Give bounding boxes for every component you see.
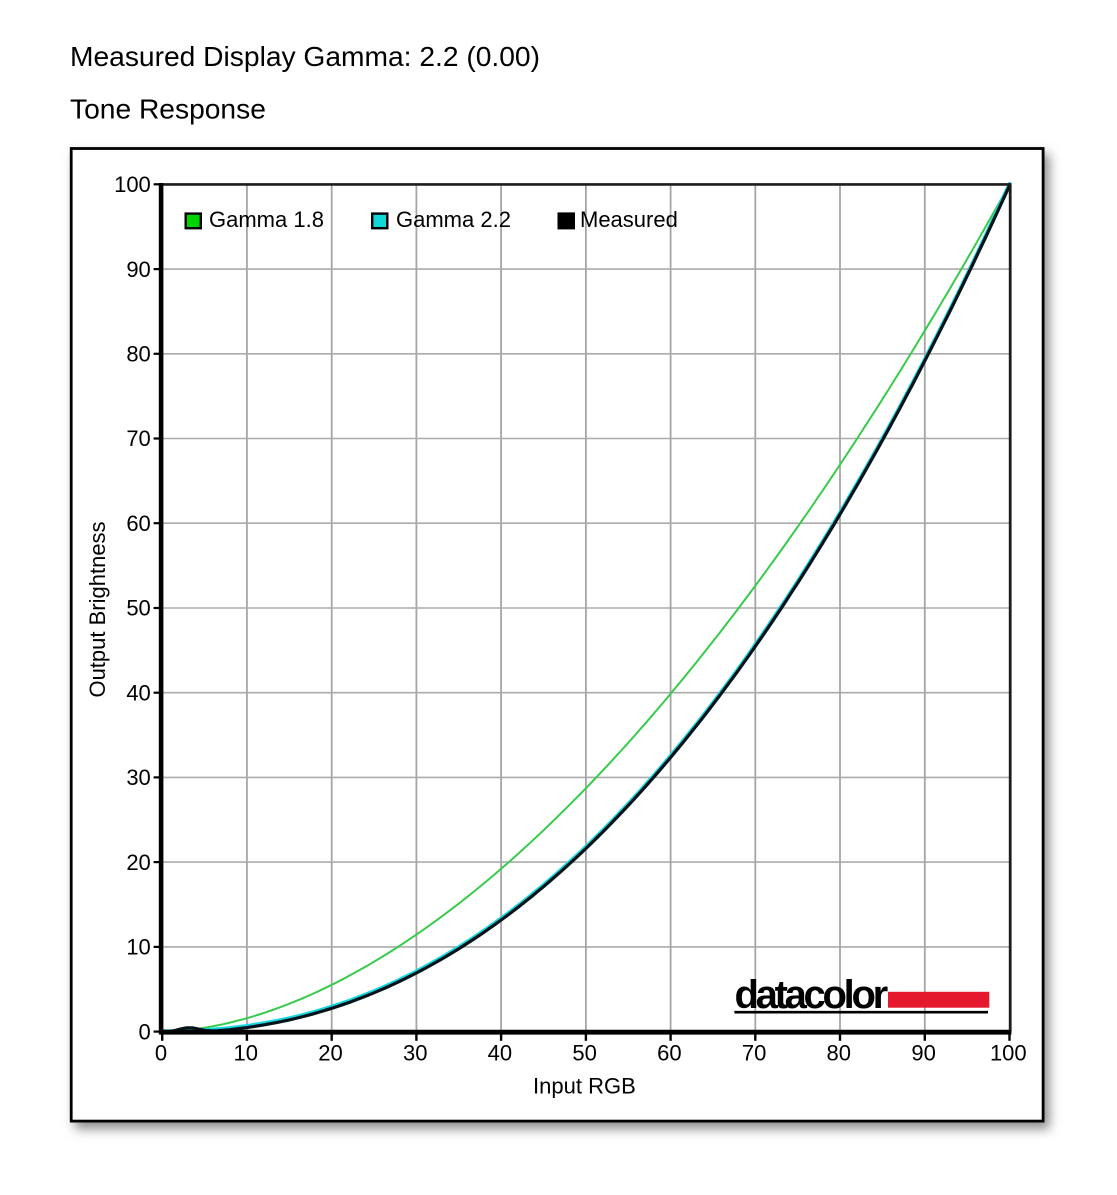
svg-text:60: 60 xyxy=(126,511,150,536)
svg-text:100: 100 xyxy=(114,172,151,197)
svg-text:70: 70 xyxy=(126,426,150,451)
svg-text:Gamma 2.2: Gamma 2.2 xyxy=(396,207,511,232)
svg-text:60: 60 xyxy=(657,1040,681,1065)
svg-text:10: 10 xyxy=(126,935,150,960)
svg-text:50: 50 xyxy=(572,1040,596,1065)
svg-text:Tone Response: Tone Response xyxy=(70,92,266,124)
svg-text:0: 0 xyxy=(139,1019,151,1044)
svg-text:100: 100 xyxy=(990,1040,1027,1065)
svg-text:10: 10 xyxy=(233,1040,257,1065)
svg-text:40: 40 xyxy=(126,680,150,705)
svg-text:40: 40 xyxy=(488,1040,512,1065)
svg-text:90: 90 xyxy=(126,257,150,282)
svg-text:20: 20 xyxy=(318,1040,342,1065)
svg-text:30: 30 xyxy=(126,765,150,790)
svg-text:80: 80 xyxy=(827,1040,851,1065)
svg-text:Output Brightness: Output Brightness xyxy=(85,521,110,697)
svg-text:Measured: Measured xyxy=(580,207,678,232)
svg-text:90: 90 xyxy=(911,1040,935,1065)
svg-text:0: 0 xyxy=(155,1040,167,1065)
svg-text:20: 20 xyxy=(126,850,150,875)
svg-text:Input RGB: Input RGB xyxy=(533,1073,636,1098)
svg-text:80: 80 xyxy=(126,342,150,367)
svg-text:70: 70 xyxy=(742,1040,766,1065)
svg-text:datacolor: datacolor xyxy=(735,973,888,1017)
svg-text:Gamma 1.8: Gamma 1.8 xyxy=(209,207,324,232)
svg-text:30: 30 xyxy=(403,1040,427,1065)
svg-text:Measured Display Gamma: 2.2 (0: Measured Display Gamma: 2.2 (0.00) xyxy=(70,40,540,72)
svg-text:50: 50 xyxy=(126,596,150,621)
